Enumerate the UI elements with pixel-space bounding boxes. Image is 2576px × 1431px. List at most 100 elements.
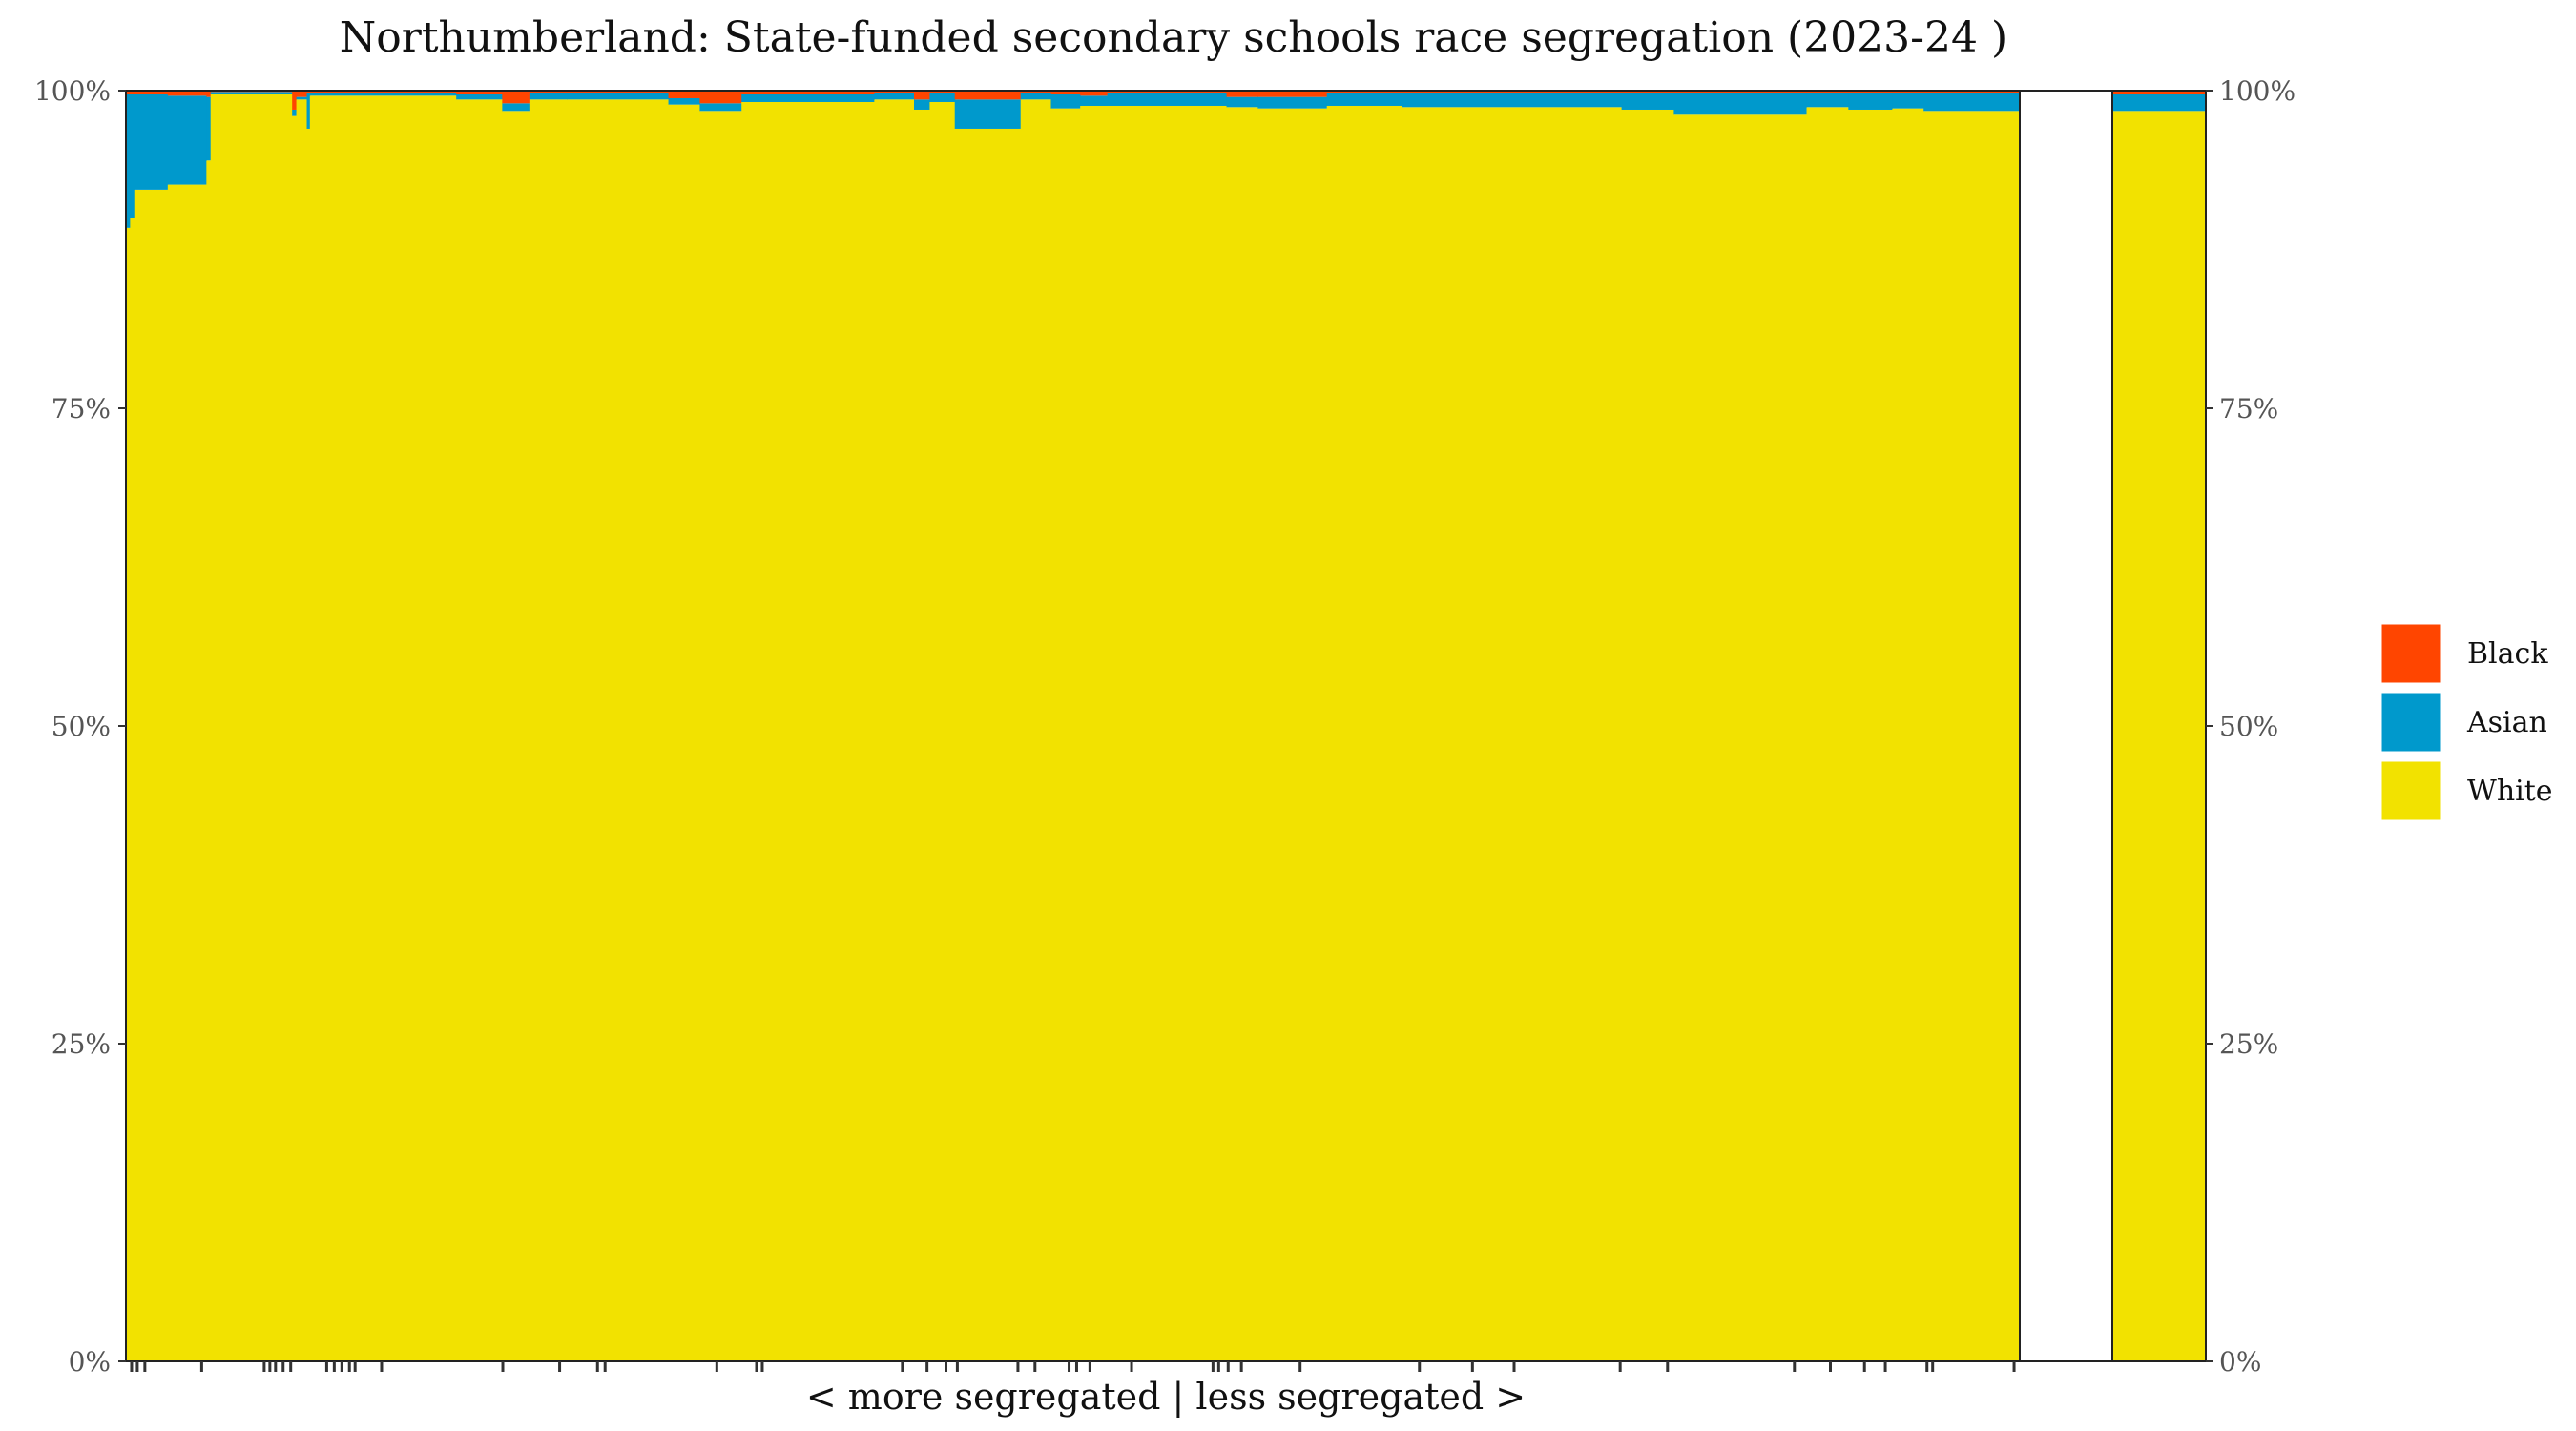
legend-swatch-black <box>2379 621 2443 686</box>
school-bar-12-black-segment <box>502 91 530 104</box>
school-bar-9-black-segment <box>306 91 311 93</box>
school-bar-20-white-segment <box>929 101 956 1362</box>
school-bar-4-asian-segment <box>167 95 207 185</box>
school-bar-18-asian-segment <box>874 93 915 100</box>
school-bar-2-black-segment <box>130 91 135 94</box>
school-bar-28-white-segment <box>1326 105 1403 1362</box>
school-bar-8-black-segment <box>296 91 308 97</box>
school-bar-12-asian-segment <box>502 103 530 112</box>
right-y-tick-label: 0% <box>2219 1346 2261 1378</box>
school-bar-9-asian-segment <box>306 93 311 129</box>
school-bar-30-black-segment <box>1621 91 1674 93</box>
legend-swatch-white <box>2379 758 2443 823</box>
school-bar-17-white-segment <box>741 101 875 1362</box>
school-bar-11-white-segment <box>456 99 503 1362</box>
school-bar-6-asian-segment <box>210 92 293 94</box>
school-bar-15-asian-segment <box>668 97 701 105</box>
right-y-tick-label: 75% <box>2219 393 2278 425</box>
school-bar-25-white-segment <box>1107 105 1228 1362</box>
school-bar-7-white-segment <box>292 115 298 1361</box>
school-bar-32-asian-segment <box>1806 93 1849 108</box>
school-bar-20-black-segment <box>929 91 956 93</box>
school-bar-1-white-segment <box>126 227 131 1362</box>
school-bar-28-black-segment <box>1326 91 1403 93</box>
school-bar-19-asian-segment <box>913 99 931 110</box>
rug-marks <box>130 1361 2016 1372</box>
left-y-axis: 0% 25% 50% 75% 100% <box>34 75 126 1378</box>
school-bar-10-black-segment <box>309 91 457 93</box>
school-bar-14-asian-segment <box>567 93 670 100</box>
school-bar-14-black-segment <box>567 91 670 93</box>
overall-bar-asian-segment <box>2112 94 2207 112</box>
school-bar-22-white-segment <box>1020 99 1052 1362</box>
school-bar-22-asian-segment <box>1020 93 1052 100</box>
school-bar-35-asian-segment <box>1923 93 2021 112</box>
school-bar-29-white-segment <box>1402 107 1623 1362</box>
school-bar-35-white-segment <box>1923 111 2021 1361</box>
school-bar-21-white-segment <box>954 128 1022 1362</box>
school-bar-2-white-segment <box>130 218 135 1362</box>
school-bar-26-white-segment <box>1226 107 1258 1362</box>
school-bar-12-white-segment <box>502 111 530 1361</box>
overall-stacked-bar <box>2112 91 2207 1361</box>
school-bar-4-white-segment <box>167 184 207 1361</box>
school-bar-5-black-segment <box>206 91 212 97</box>
right-y-tick-label: 100% <box>2219 75 2296 107</box>
school-bar-18-black-segment <box>874 91 915 93</box>
school-bar-9-white-segment <box>306 128 311 1362</box>
school-bar-27-asian-segment <box>1257 96 1328 109</box>
school-bar-23-asian-segment <box>1050 94 1081 109</box>
left-y-tick-label: 50% <box>52 711 111 742</box>
school-bar-16-asian-segment <box>699 103 742 112</box>
school-bar-33-black-segment <box>1848 91 1893 93</box>
legend-swatch-asian <box>2379 690 2443 755</box>
school-bar-33-asian-segment <box>1848 93 1893 110</box>
school-bar-24-white-segment <box>1080 105 1109 1362</box>
school-bar-5-white-segment <box>206 160 212 1361</box>
school-bar-34-asian-segment <box>1892 93 1924 109</box>
school-bar-31-black-segment <box>1673 91 1808 93</box>
school-bar-20-asian-segment <box>929 93 956 102</box>
school-bar-23-black-segment <box>1050 91 1081 94</box>
school-bar-21-black-segment <box>954 91 1022 100</box>
left-y-tick-label: 0% <box>69 1346 111 1378</box>
left-y-tick-label: 100% <box>34 75 111 107</box>
school-bar-8-asian-segment <box>296 96 308 100</box>
school-bar-34-white-segment <box>1892 108 1924 1361</box>
school-bar-2-asian-segment <box>130 94 135 218</box>
school-bar-15-black-segment <box>668 91 701 98</box>
school-bar-11-asian-segment <box>456 94 503 100</box>
school-bar-25-black-segment <box>1107 91 1228 93</box>
school-bar-11-black-segment <box>456 91 503 94</box>
school-bar-10-asian-segment <box>309 93 457 96</box>
spacer-panel <box>2019 90 2113 1362</box>
school-bar-13-black-segment <box>529 91 568 93</box>
school-bar-28-asian-segment <box>1326 93 1403 106</box>
school-bar-8-white-segment <box>296 99 308 1362</box>
school-bar-17-black-segment <box>741 91 875 94</box>
legend-label-white: White <box>2467 775 2553 808</box>
school-bar-24-asian-segment <box>1080 95 1109 106</box>
school-bar-27-black-segment <box>1257 91 1328 97</box>
school-bar-26-asian-segment <box>1226 96 1258 108</box>
school-bar-26-black-segment <box>1226 91 1258 97</box>
school-bar-31-asian-segment <box>1673 93 1808 115</box>
school-bar-5-asian-segment <box>206 96 212 161</box>
overall-bar-white-segment <box>2112 111 2207 1361</box>
school-bar-3-white-segment <box>134 189 169 1361</box>
school-bar-33-white-segment <box>1848 109 1893 1362</box>
school-bar-19-white-segment <box>913 109 931 1362</box>
legend: Black Asian White <box>2379 621 2553 823</box>
school-bar-32-white-segment <box>1806 107 1849 1362</box>
school-bar-27-white-segment <box>1257 108 1328 1361</box>
school-bar-13-white-segment <box>529 99 568 1362</box>
school-bar-7-black-segment <box>292 91 298 110</box>
school-bar-34-black-segment <box>1892 91 1924 93</box>
school-bar-19-black-segment <box>913 91 931 100</box>
school-bar-22-black-segment <box>1020 91 1052 93</box>
school-bar-15-white-segment <box>668 104 701 1361</box>
school-bar-21-asian-segment <box>954 99 1022 129</box>
main-stacked-bars <box>126 91 2021 1362</box>
right-y-tick-label: 25% <box>2219 1028 2278 1060</box>
school-bar-24-black-segment <box>1080 91 1109 96</box>
